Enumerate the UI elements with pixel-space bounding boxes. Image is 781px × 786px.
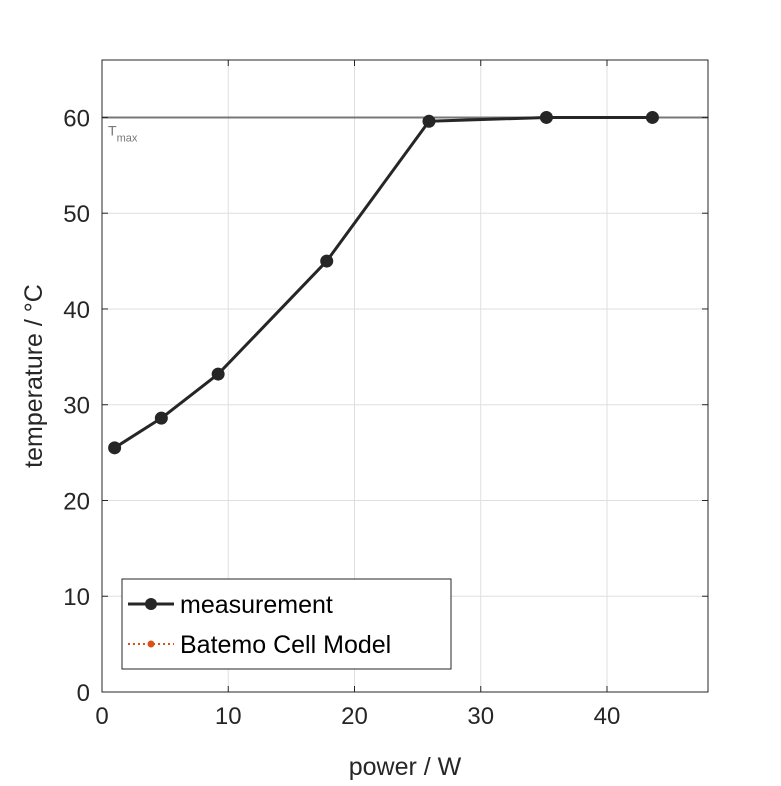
x-tick-label: 0 [95, 703, 108, 730]
legend: measurement Batemo Cell Model [121, 578, 452, 670]
y-tick-label: 20 [63, 488, 90, 515]
x-tick-label: 20 [341, 703, 368, 730]
data-point [320, 254, 334, 268]
x-tick-label: 30 [467, 703, 494, 730]
data-point [154, 411, 168, 425]
legend-marker-0 [145, 598, 157, 610]
ticks: 0 10 20 30 40 0 10 20 30 40 50 60 [63, 60, 708, 730]
legend-label-1: Batemo Cell Model [180, 631, 391, 659]
data-point [645, 110, 659, 124]
plot-frame [101, 59, 709, 693]
data-point [108, 441, 122, 455]
data-point [422, 114, 436, 128]
x-axis-label: power / W [349, 753, 462, 781]
reference-line-group: Tmax [102, 116, 708, 144]
data-point [211, 367, 225, 381]
legend-marker-1 [147, 640, 155, 648]
series-group [108, 110, 659, 455]
y-tick-label: 0 [77, 680, 90, 707]
series-line-0 [113, 115, 653, 450]
tmax-label: Tmax [108, 122, 138, 144]
y-tick-label: 30 [63, 393, 90, 420]
x-tick-label: 40 [594, 703, 621, 730]
y-tick-label: 10 [63, 584, 90, 611]
y-tick-label: 60 [63, 105, 90, 132]
x-tick-label: 10 [215, 703, 242, 730]
y-tick-label: 50 [63, 201, 90, 228]
data-point [539, 110, 553, 124]
y-tick-label: 40 [63, 297, 90, 324]
y-axis-label: temperature / °C [20, 284, 48, 468]
legend-label-0: measurement [180, 591, 333, 619]
tmax-label-sub: max [117, 132, 138, 144]
tmax-label-main: T [108, 122, 117, 138]
legend-box [121, 578, 452, 670]
